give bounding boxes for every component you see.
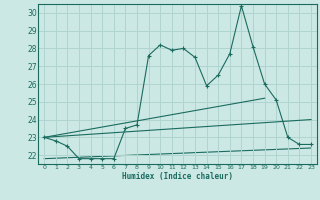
X-axis label: Humidex (Indice chaleur): Humidex (Indice chaleur) [122, 172, 233, 181]
